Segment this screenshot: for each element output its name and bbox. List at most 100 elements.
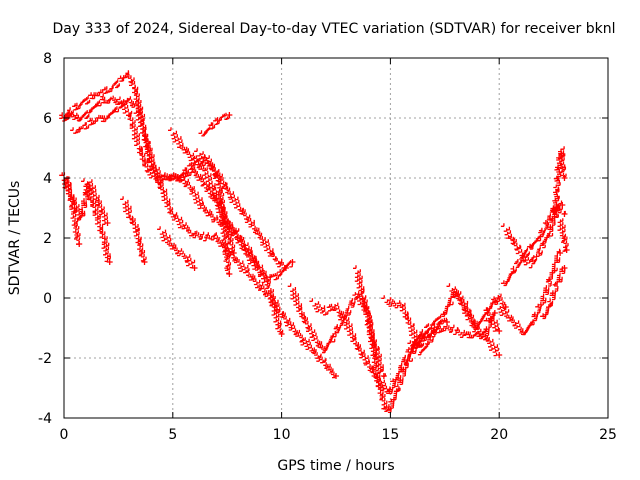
data-point — [333, 373, 339, 379]
data-point — [561, 265, 568, 271]
data-point-segment — [136, 145, 151, 172]
data-point-segment — [168, 127, 184, 148]
data-point-segment — [89, 89, 104, 100]
data-point-segment — [215, 180, 232, 274]
data-point-segment — [95, 199, 108, 225]
data-point-segment — [547, 281, 559, 307]
data-point-segment — [363, 360, 381, 382]
series-track-25 — [555, 214, 570, 253]
series-track-22 — [494, 248, 564, 336]
data-point-segment — [354, 342, 370, 364]
data-point-segment — [87, 100, 101, 114]
data-point-segment — [500, 268, 515, 287]
data-point-segment — [180, 222, 196, 237]
data-point-segment — [483, 298, 496, 314]
data-point-segment — [455, 295, 469, 317]
data-point-segment — [510, 257, 524, 274]
data-point — [141, 259, 148, 265]
grid-lines — [64, 58, 608, 418]
series-track-3 — [70, 96, 339, 379]
data-point-segment — [66, 190, 78, 213]
data-point-segment — [166, 241, 179, 255]
data-point-segment — [200, 202, 218, 221]
data-point-segment — [239, 207, 255, 226]
series-track-17 — [407, 288, 503, 347]
data-point-segment — [248, 222, 264, 244]
data-point-segment — [288, 322, 304, 342]
data-point-segment — [547, 248, 561, 282]
data-point — [380, 373, 387, 379]
data-point-segment — [287, 283, 305, 316]
data-point-segment — [267, 294, 284, 316]
series-track-16 — [381, 295, 450, 356]
data-point-segment — [120, 196, 132, 219]
data-point-segment — [101, 236, 111, 263]
y-axis-label: SDTVAR / TECUs — [7, 181, 23, 296]
data-point-segment — [309, 298, 326, 314]
data-point-segment — [537, 276, 552, 306]
series-track-23 — [551, 146, 568, 215]
data-point-segment — [216, 173, 232, 199]
data-point-segment — [531, 302, 544, 326]
data-point — [282, 265, 289, 271]
data-point-segment — [551, 187, 560, 215]
data-point-segment — [182, 162, 194, 175]
data-point-segment — [474, 326, 487, 338]
data-point-segment — [92, 114, 107, 123]
data-point-segment — [332, 302, 348, 324]
series-track-18 — [446, 283, 498, 341]
x-tick-label: 10 — [273, 427, 291, 443]
data-point-segment — [125, 70, 136, 89]
data-point — [278, 331, 285, 337]
data-point-segment — [205, 160, 221, 178]
data-point — [191, 265, 198, 271]
series-track-7 — [120, 196, 148, 265]
y-tick-label: 2 — [43, 231, 52, 247]
data-point — [289, 259, 296, 265]
data-point-segment — [522, 319, 534, 336]
data-point — [561, 211, 568, 217]
series-track-14 — [309, 298, 503, 395]
series-track-2 — [59, 95, 285, 337]
data-point-segment — [132, 85, 144, 119]
data-point — [230, 250, 237, 256]
series-track-15 — [353, 265, 387, 379]
data-point-segment — [299, 313, 316, 339]
data-point-segment — [203, 232, 216, 242]
data-point — [561, 175, 568, 181]
data-point-segment — [491, 295, 501, 304]
data-point-segment — [446, 283, 462, 298]
data-point-segment — [234, 257, 250, 274]
data-point-segment — [179, 145, 196, 162]
data-point-segment — [94, 215, 106, 243]
data-point-segment — [359, 295, 373, 329]
series-track-9 — [168, 127, 237, 256]
y-tick-label: -4 — [38, 411, 52, 427]
data-point-segment — [519, 243, 534, 260]
series-track-6 — [81, 178, 113, 265]
data-point-segment — [245, 269, 261, 289]
data-point-segment — [424, 323, 441, 345]
data-point — [491, 310, 498, 316]
data-point-segment — [133, 227, 147, 262]
data-point-segment — [321, 303, 336, 316]
data-point-segment — [271, 253, 286, 269]
data-point — [104, 220, 111, 226]
data-point — [563, 247, 570, 253]
data-point-segment — [185, 254, 196, 269]
data-point-segment — [77, 92, 92, 107]
data-point-segment — [256, 282, 273, 299]
data-point — [443, 319, 450, 325]
data-point-segment — [381, 295, 394, 307]
data-point — [496, 352, 503, 358]
data-point-segment — [81, 178, 93, 201]
y-tick-label: 8 — [43, 51, 52, 67]
data-point-segment — [276, 309, 293, 329]
data-point-segment — [398, 347, 413, 373]
series-track-12 — [194, 148, 289, 271]
data-point-segment — [440, 323, 455, 333]
data-point-segment — [127, 112, 143, 150]
x-tick-label: 25 — [599, 427, 617, 443]
data-point-segment — [208, 117, 220, 130]
data-point-segment — [69, 112, 81, 121]
